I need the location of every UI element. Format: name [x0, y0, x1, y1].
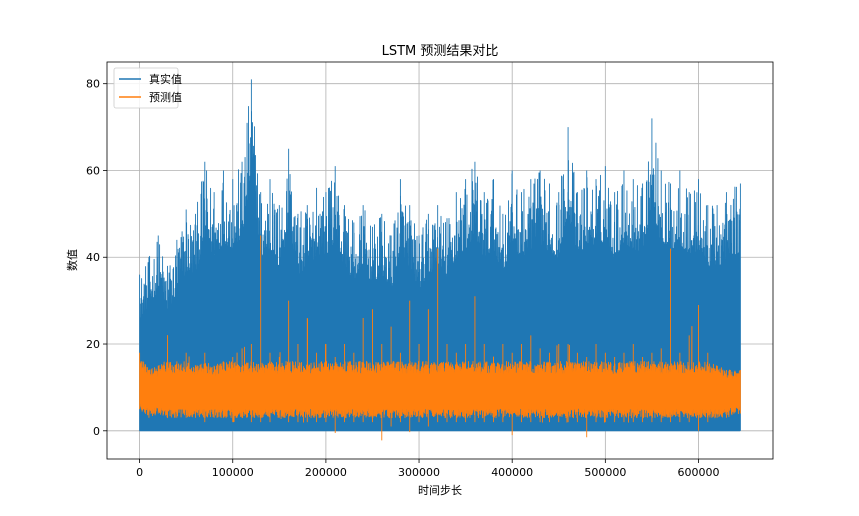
series-line [139, 235, 741, 441]
y-tick-label: 80 [86, 78, 100, 91]
x-tick-label: 200000 [305, 466, 347, 479]
y-axis: 0 20 40 60 80 [86, 78, 107, 438]
y-tick-label: 40 [86, 251, 100, 264]
y-tick-label: 60 [86, 164, 100, 177]
chart-title: LSTM 预测结果对比 [382, 44, 499, 59]
x-axis-label: 时间步长 [418, 484, 462, 497]
series-layer [139, 79, 741, 441]
y-tick-label: 20 [86, 338, 100, 351]
legend-box [113, 67, 179, 109]
x-tick-label: 300000 [398, 466, 440, 479]
legend-label: 预测值 [149, 91, 182, 104]
x-tick-label: 600000 [677, 466, 719, 479]
x-tick-label: 100000 [212, 466, 254, 479]
y-axis-label: 数值 [66, 249, 79, 271]
x-tick-label: 500000 [584, 466, 626, 479]
legend-label: 真实值 [149, 72, 182, 86]
plot-frame [106, 61, 774, 460]
x-axis: 0 100000 200000 300000 400000 500000 600000 [136, 459, 719, 479]
y-tick-label: 0 [93, 425, 100, 438]
x-tick-label: 400000 [491, 466, 533, 479]
x-tick-label: 0 [136, 466, 143, 479]
